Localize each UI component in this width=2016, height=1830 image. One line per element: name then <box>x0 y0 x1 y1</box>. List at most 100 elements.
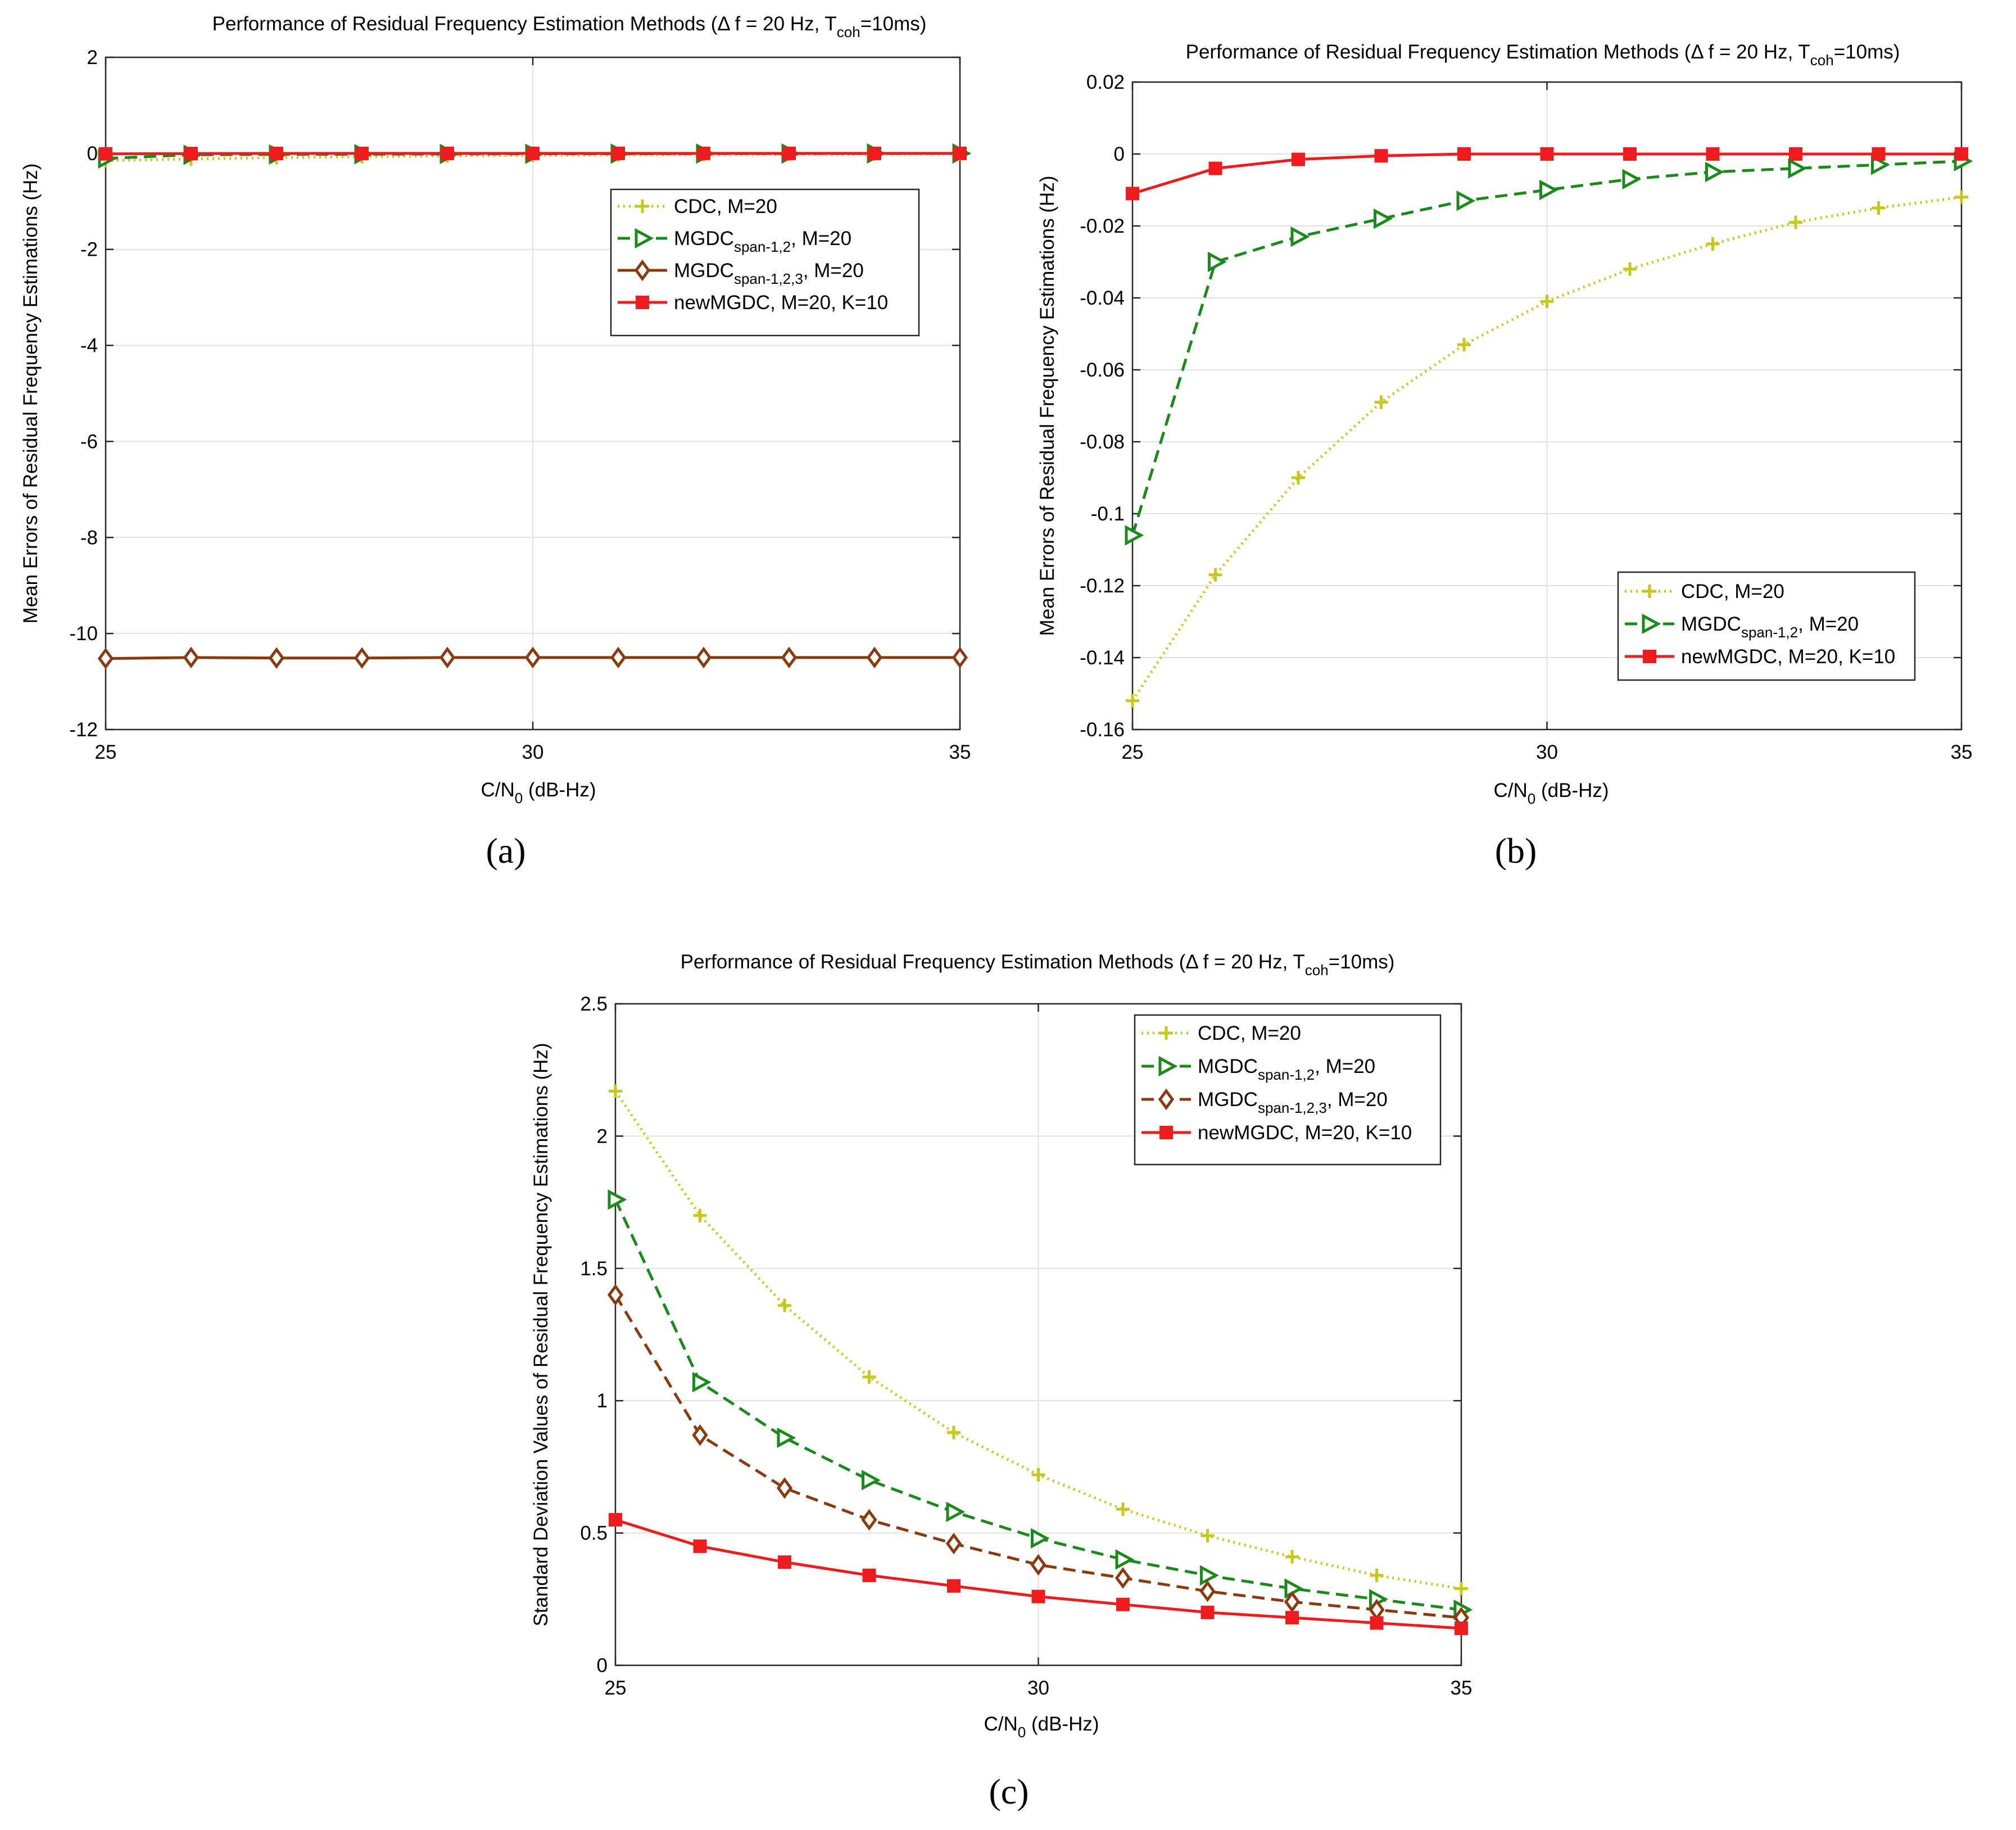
data-point-cdc <box>609 1084 622 1098</box>
x-tick-label: 30 <box>522 741 544 763</box>
data-point-mgdc12 <box>1290 227 1310 247</box>
series-newmgdc <box>1126 147 1968 201</box>
data-point-newmgdc <box>1789 147 1802 161</box>
chart-c: 25 30 35 0 0.5 1 1.5 2 2.5 Performance of Residua… <box>530 951 1473 1811</box>
data-point-mgdc12 <box>1705 161 1724 183</box>
y-tick-label: 0 <box>87 143 98 165</box>
data-point-mgdc123 <box>861 1509 877 1531</box>
data-point-newmgdc <box>609 1513 622 1527</box>
data-point-newmgdc <box>1706 147 1720 161</box>
y-tick-label: -0.14 <box>1080 647 1125 669</box>
data-point-newmgdc <box>1370 1616 1384 1630</box>
legend-box <box>610 188 920 337</box>
y-tick-label: -10 <box>69 623 98 645</box>
data-point-newmgdc <box>1208 161 1222 175</box>
data-point-mgdc12 <box>862 1470 881 1491</box>
data-point-cdc <box>1374 395 1388 409</box>
legend-marker-cdc <box>1643 585 1656 598</box>
data-point-cdc <box>1200 1529 1215 1543</box>
y-axis-label: Standard Deviation Values of Residual Fr… <box>530 1043 552 1626</box>
x-tick-label: 30 <box>1027 1677 1049 1699</box>
data-point-newmgdc <box>862 1568 876 1582</box>
legend-marker-newmgdc <box>1159 1126 1173 1139</box>
data-point-mgdc123 <box>1030 1553 1046 1576</box>
legend-box <box>1617 571 1916 681</box>
data-point-cdc <box>1623 262 1637 276</box>
data-point-newmgdc <box>1292 152 1305 166</box>
data-point-cdc <box>1706 237 1720 251</box>
data-point-mgdc12 <box>1456 191 1476 211</box>
data-point-mgdc123 <box>692 1424 708 1446</box>
data-point-mgdc12 <box>1622 169 1642 189</box>
legend-marker-mgdc123 <box>1158 1088 1175 1111</box>
data-point-mgdc123 <box>776 1477 793 1499</box>
legend-marker-mgdc123 <box>634 259 651 282</box>
y-axis-label: Mean Errors of Residual Frequency Estima… <box>1036 176 1058 636</box>
panel-label: (b) <box>1495 831 1537 871</box>
chart-title: Performance of Residual Frequency Estima… <box>212 13 927 40</box>
y-tick-label: -6 <box>80 431 98 452</box>
data-point-cdc <box>1872 201 1886 215</box>
data-point-mgdc12 <box>1031 1528 1050 1549</box>
series-newmgdc <box>609 1513 1468 1636</box>
data-point-mgdc123 <box>183 646 200 669</box>
legend-label-newmgdc: newMGDC, M=20, K=10 <box>1198 1122 1412 1144</box>
y-tick-label: -8 <box>80 527 98 549</box>
data-point-mgdc123 <box>610 646 627 669</box>
y-tick-label: 0.02 <box>1086 71 1125 93</box>
data-point-mgdc123 <box>866 646 883 669</box>
data-point-newmgdc <box>953 146 967 160</box>
data-point-mgdc12 <box>1374 209 1393 229</box>
x-tick-label: 25 <box>605 1677 627 1699</box>
data-point-newmgdc <box>1457 147 1471 161</box>
series-mgdc123 <box>607 1284 1470 1629</box>
y-tick-label: 0.5 <box>580 1523 608 1544</box>
data-point-mgdc12 <box>1788 158 1807 179</box>
data-point-newmgdc <box>693 1539 707 1553</box>
y-tick-label: 0 <box>597 1655 608 1677</box>
chart-b: 25 30 35 -0.16 -0.14 -0.12 -0.1 -0.08 -0.06 -0.04… <box>1036 41 1973 871</box>
y-tick-label: -4 <box>80 335 98 357</box>
legend: CDC, M=20 MGDCspan-1,2, M=20 MGDCspan-1,2,… <box>1134 1014 1442 1166</box>
data-point-newmgdc <box>611 146 625 160</box>
y-tick-label: 2 <box>597 1125 608 1147</box>
legend-marker-newmgdc <box>1643 650 1656 663</box>
legend-marker-mgdc12 <box>1642 613 1661 635</box>
series-cdc <box>609 1084 1468 1596</box>
x-tick-label: 35 <box>1951 741 1973 763</box>
data-point-cdc <box>1955 190 1968 204</box>
data-point-newmgdc <box>782 146 796 160</box>
x-axis-label: C/N0 (dB-Hz) <box>481 779 596 807</box>
y-tick-label: -2 <box>80 239 98 261</box>
x-tick-label: 25 <box>95 741 117 763</box>
legend: CDC, M=20 MGDCspan-1,2, M=20 newMGDC, M=20… <box>1617 571 1916 681</box>
data-point-cdc <box>1455 1582 1468 1596</box>
data-point-mgdc123 <box>695 646 712 669</box>
data-point-newmgdc <box>184 147 198 161</box>
x-tick-label: 35 <box>949 741 971 763</box>
y-tick-label: 1 <box>597 1390 608 1412</box>
y-tick-label: -12 <box>69 719 98 741</box>
data-point-mgdc123 <box>1199 1580 1216 1602</box>
data-point-newmgdc <box>778 1555 791 1569</box>
data-point-mgdc12 <box>608 1189 627 1210</box>
data-point-newmgdc <box>1126 187 1139 201</box>
data-point-newmgdc <box>1623 147 1637 161</box>
series-mgdc12 <box>1125 151 1973 546</box>
data-point-newmgdc <box>1955 147 1968 161</box>
legend-label-cdc: CDC, M=20 <box>1681 581 1784 603</box>
data-point-cdc <box>1540 295 1554 309</box>
data-point-mgdc123 <box>268 647 285 669</box>
data-point-mgdc12 <box>1539 179 1559 201</box>
data-point-newmgdc <box>1031 1589 1045 1603</box>
x-axis-label: C/N0 (dB-Hz) <box>984 1713 1099 1741</box>
y-tick-label: 2.5 <box>580 993 608 1015</box>
legend-label-mgdc12: MGDCspan-1,2, M=20 <box>1198 1056 1375 1083</box>
legend-marker-mgdc12 <box>635 228 654 249</box>
legend: CDC, M=20 MGDCspan-1,2, M=20 MGDCspan-1,2,… <box>610 188 920 337</box>
x-tick-label: 30 <box>1536 741 1558 763</box>
data-point-newmgdc <box>1540 147 1554 161</box>
data-point-newmgdc <box>1455 1621 1468 1636</box>
series-newmgdc <box>99 146 967 161</box>
